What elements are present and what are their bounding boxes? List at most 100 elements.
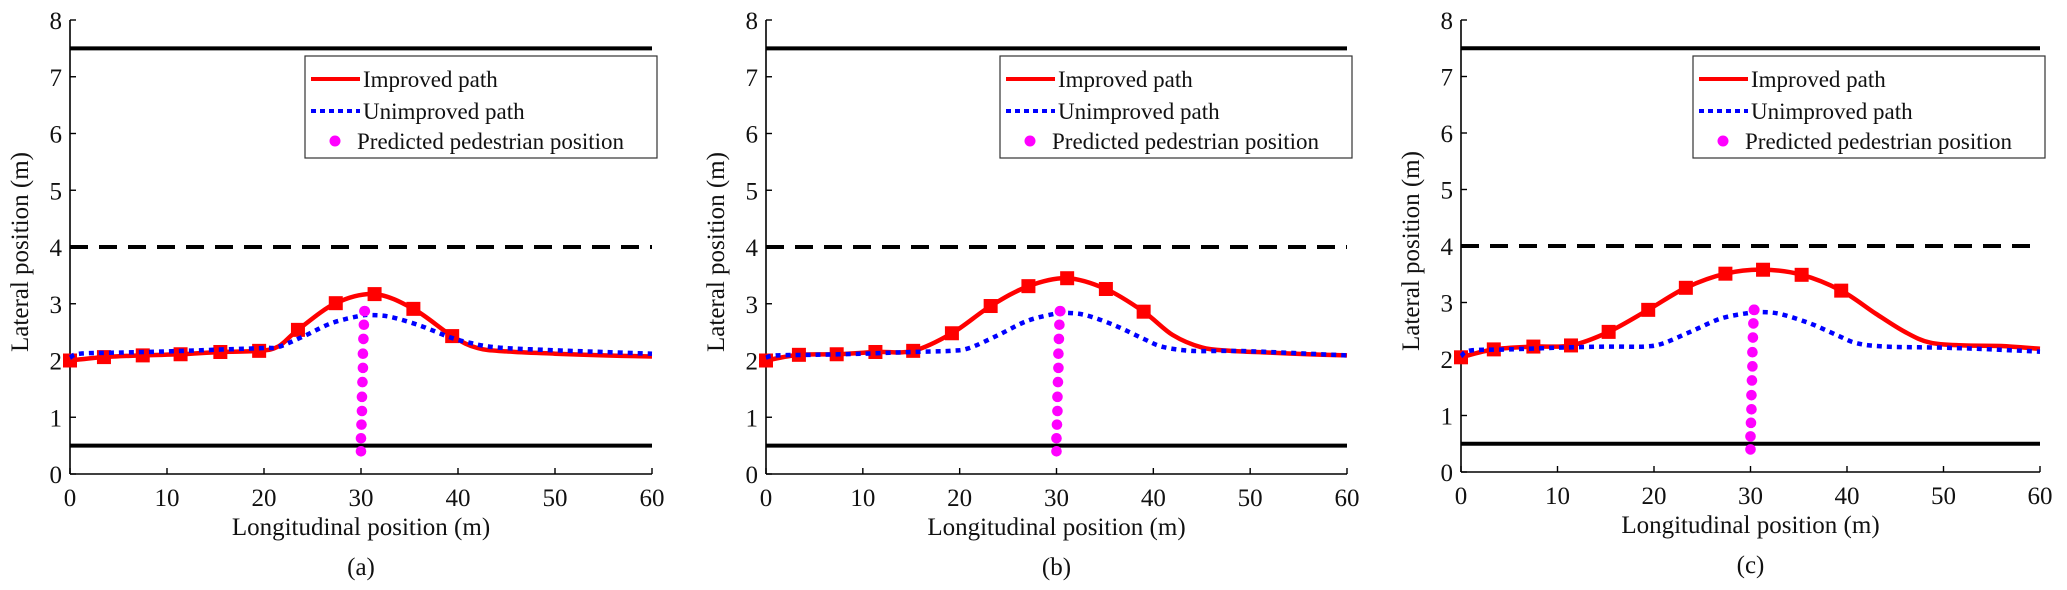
legend-label: Predicted pedestrian position — [1745, 129, 2012, 154]
data-point-square — [1641, 302, 1656, 317]
y-tick-label: 0 — [746, 462, 759, 489]
data-point-circle — [1745, 431, 1756, 442]
x-tick-label: 0 — [1455, 483, 1468, 510]
x-tick-label: 50 — [1238, 485, 1263, 512]
data-point-square — [328, 296, 343, 311]
data-point-circle — [355, 432, 367, 444]
x-tick-label: 20 — [252, 485, 277, 512]
y-tick-label: 0 — [1441, 460, 1454, 487]
x-tick-label: 20 — [1642, 483, 1667, 510]
y-tick-label: 2 — [50, 349, 63, 376]
data-point-square — [173, 347, 188, 362]
x-tick-label: 40 — [446, 485, 471, 512]
x-tick-label: 40 — [1835, 483, 1860, 510]
x-axis-label: Longitudinal position (m) — [927, 514, 1185, 541]
data-point-circle — [356, 391, 368, 403]
legend: Improved path Unimproved path Predicted pe… — [1692, 55, 2046, 159]
x-tick-label: 0 — [64, 485, 77, 512]
y-tick-label: 3 — [50, 292, 63, 319]
y-tick-label: 4 — [746, 235, 759, 262]
x-tick-label: 10 — [850, 485, 875, 512]
legend-label: Predicted pedestrian position — [1052, 129, 1319, 154]
data-point-square — [868, 344, 883, 359]
data-point-square — [1834, 283, 1849, 298]
data-point-square — [1678, 280, 1693, 295]
legend-box — [304, 55, 658, 159]
x-tick-label: 50 — [1931, 483, 1956, 510]
x-tick-label: 60 — [1335, 485, 1360, 512]
x-tick-label: 20 — [947, 485, 972, 512]
data-point-circle — [359, 305, 371, 317]
data-point-circle — [358, 319, 370, 331]
chart-panel-a: 0 1 2 3 4 5 6 7 8 0 10 20 30 40 50 60 Longitudinal posit… — [7, 8, 665, 581]
y-tick-label: 4 — [1441, 234, 1454, 261]
x-tick-label: 0 — [760, 485, 773, 512]
y-axis-label: Lateral position (m) — [1398, 151, 1425, 351]
y-tick-label: 2 — [1441, 347, 1454, 374]
data-point-circle — [1051, 419, 1063, 430]
panel-label: (b) — [1042, 554, 1071, 581]
data-point-circle — [1052, 405, 1063, 417]
data-point-circle — [1745, 444, 1756, 455]
y-tick-label: 6 — [1441, 121, 1454, 148]
y-tick-label: 7 — [1441, 65, 1454, 92]
data-point-square — [1136, 304, 1151, 319]
x-axis-label: Longitudinal position (m) — [1621, 512, 1879, 539]
y-tick-label: 5 — [1441, 178, 1454, 205]
legend-swatch-dot — [1717, 135, 1729, 147]
y-tick-label: 4 — [50, 235, 63, 262]
x-tick-label: 30 — [1044, 485, 1069, 512]
data-point-circle — [1051, 432, 1062, 444]
x-tick-label: 60 — [640, 485, 665, 512]
data-point-circle — [1054, 319, 1065, 331]
x-tick-label: 30 — [349, 485, 374, 512]
y-tick-label: 5 — [50, 178, 63, 205]
y-tick-label: 5 — [746, 178, 759, 205]
data-point-square — [290, 322, 305, 337]
legend: Improved path Unimproved path Predicted pe… — [999, 55, 1353, 159]
y-tick-label: 6 — [50, 122, 63, 149]
y-axis-label: Lateral position (m) — [7, 152, 34, 352]
legend: Improved path Unimproved path Predicted pe… — [304, 55, 658, 159]
x-tick-label: 60 — [2028, 483, 2053, 510]
x-tick-label: 50 — [543, 485, 568, 512]
data-point-square — [1601, 324, 1616, 339]
data-point-square — [252, 343, 267, 358]
y-tick-label: 3 — [1441, 291, 1454, 318]
legend-box — [999, 55, 1353, 159]
legend-swatch-dot — [329, 135, 341, 147]
data-point-circle — [1052, 391, 1063, 403]
chart-panel-b: 0 1 2 3 4 5 6 7 8 0 10 20 30 40 50 60 Longitudinal posit… — [703, 8, 1360, 581]
data-point-circle — [358, 333, 369, 345]
y-tick-label: 1 — [1441, 404, 1454, 431]
data-point-square — [1718, 266, 1733, 281]
panel-label: (c) — [1737, 552, 1765, 579]
data-point-circle — [1746, 389, 1757, 401]
data-point-circle — [1053, 362, 1064, 374]
y-tick-label: 1 — [50, 405, 63, 432]
data-point-circle — [356, 419, 367, 430]
data-point-circle — [357, 376, 368, 388]
y-tick-label: 8 — [1441, 8, 1454, 35]
data-point-circle — [1747, 361, 1758, 372]
data-point-square — [1756, 262, 1771, 277]
x-tick-label: 10 — [1545, 483, 1570, 510]
data-point-circle — [357, 348, 369, 359]
series-line-improved-path — [765, 275, 1348, 363]
data-point-square — [1060, 271, 1075, 286]
legend-swatch-dot — [1024, 135, 1036, 147]
data-point-circle — [1746, 375, 1758, 386]
chart-panel-c: 0 1 2 3 4 5 6 7 8 0 10 20 30 40 50 60 Longitudinal posit… — [1398, 8, 2053, 579]
data-point-circle — [1745, 417, 1757, 429]
x-axis-label: Longitudinal position (m) — [232, 514, 490, 541]
data-point-circle — [1747, 332, 1759, 343]
y-tick-label: 0 — [50, 462, 63, 489]
data-point-square — [1794, 267, 1809, 282]
y-tick-label: 8 — [746, 8, 759, 35]
data-point-circle — [357, 362, 369, 374]
y-tick-label: 3 — [746, 292, 759, 319]
data-point-square — [906, 343, 921, 358]
y-tick-label: 8 — [50, 8, 63, 35]
data-point-square — [983, 299, 998, 314]
